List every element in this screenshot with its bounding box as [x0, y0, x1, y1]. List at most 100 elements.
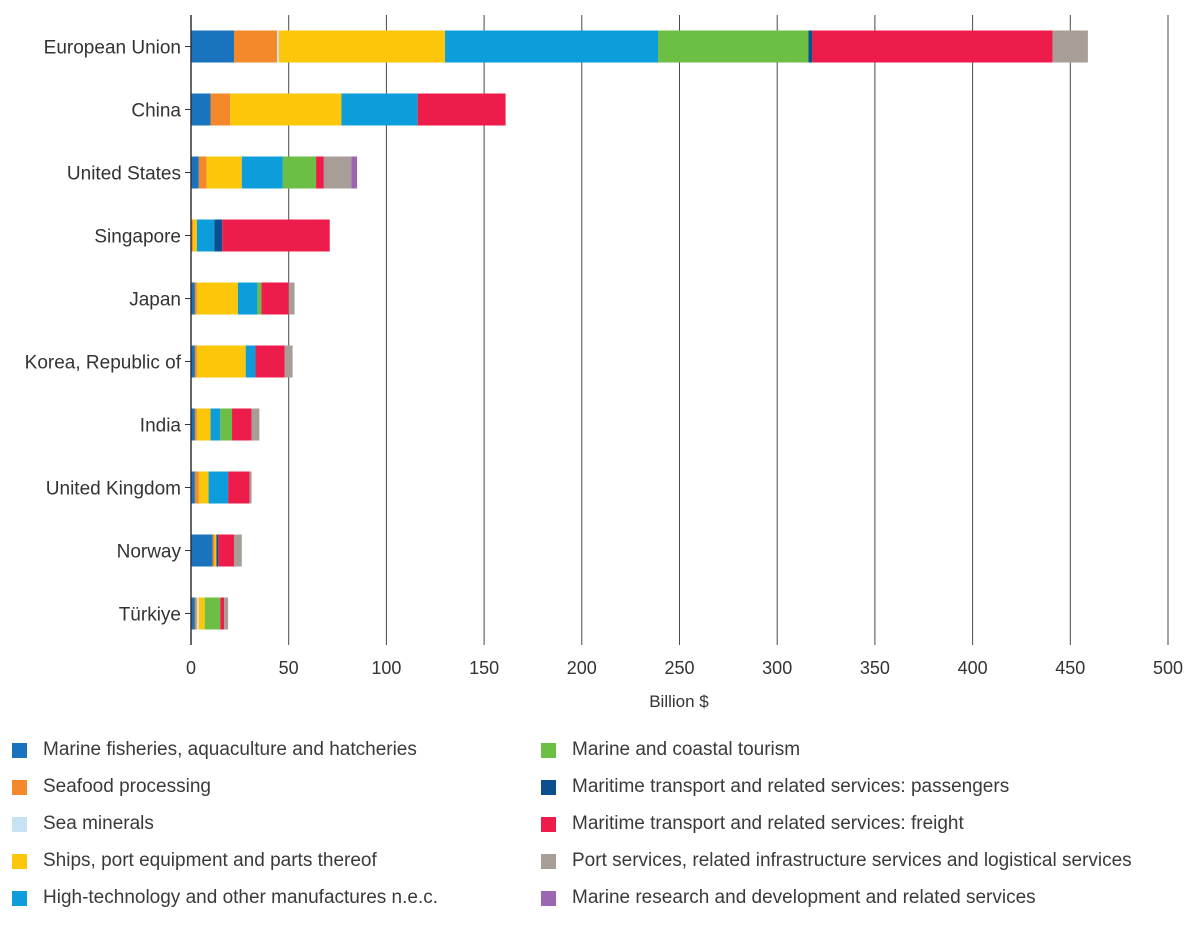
bar-segment	[1052, 30, 1088, 63]
bar-segment	[194, 597, 197, 630]
legend-item: Ships, port equipment and parts thereof	[12, 850, 377, 872]
bar-segment	[224, 597, 229, 630]
bar-segment	[191, 534, 213, 567]
legend-swatch	[12, 816, 27, 832]
bar-segment	[192, 219, 197, 252]
legend-label: Marine fisheries, aquaculture and hatche…	[43, 739, 417, 760]
legend-item: Port services, related infrastructure se…	[541, 850, 1132, 872]
bar-segment	[237, 282, 258, 315]
legend-item: Marine fisheries, aquaculture and hatche…	[12, 739, 417, 761]
x-tick-label: 150	[469, 658, 499, 678]
bar-segment	[210, 93, 231, 126]
legend-swatch	[541, 816, 556, 832]
legend-item: Maritime transport and related services:…	[541, 813, 964, 835]
bar-segment	[214, 219, 223, 252]
bar-segment	[241, 156, 283, 189]
legend-label: Sea minerals	[43, 813, 154, 834]
bar-segment	[808, 30, 813, 63]
x-tick-label: 0	[186, 658, 196, 678]
bar-segment	[191, 471, 195, 504]
bar-segment	[245, 345, 256, 378]
legend-label: Marine research and development and rela…	[572, 887, 1036, 908]
bar-segment	[257, 282, 262, 315]
bar-segment	[278, 30, 446, 63]
bar-segment	[204, 597, 221, 630]
bar-segment	[196, 597, 199, 630]
y-tick-label: Norway	[117, 542, 182, 563]
legend-item: Maritime transport and related services:…	[541, 776, 1009, 798]
bar-segment	[191, 219, 193, 252]
bar-segment	[220, 408, 233, 441]
legend-swatch	[541, 742, 556, 758]
bar-segment	[222, 219, 330, 252]
bar-segment	[216, 534, 219, 567]
y-tick-label: China	[131, 101, 181, 122]
legend-swatch	[541, 779, 556, 795]
legend-swatch	[12, 853, 27, 869]
legend-swatch	[12, 742, 27, 758]
y-tick-label: European Union	[44, 38, 181, 59]
bar-segment	[194, 408, 197, 441]
bar-segment	[282, 156, 317, 189]
x-tick-label: 100	[371, 658, 401, 678]
legend-label: High-technology and other manufactures n…	[43, 887, 439, 908]
bars	[191, 30, 1088, 630]
bar-segment	[206, 156, 242, 189]
bar-segment	[191, 597, 195, 630]
stacked-bar-chart: 0 50 100 150 200 250 300 350 400 450 500 European U…	[25, 15, 1183, 711]
legend-item: High-technology and other manufactures n…	[12, 887, 438, 909]
bar-segment	[194, 345, 197, 378]
bar-segment	[196, 345, 246, 378]
legend-label: Marine and coastal tourism	[572, 739, 801, 760]
bar-segment	[288, 282, 295, 315]
bar-segment	[191, 408, 195, 441]
bar-segment	[212, 534, 215, 567]
x-tick-label: 450	[1055, 658, 1085, 678]
bar-segment	[341, 93, 418, 126]
legend-item: Marine and coastal tourism	[541, 739, 800, 761]
bar-segment	[191, 93, 211, 126]
bar-segment	[198, 597, 205, 630]
legend-swatch	[541, 853, 556, 869]
bar-segment	[233, 30, 277, 63]
bar-segment	[196, 282, 238, 315]
bar-segment	[191, 282, 195, 315]
x-tick-label: 500	[1153, 658, 1183, 678]
bar-segment	[218, 534, 234, 567]
bar-segment	[228, 471, 250, 504]
bar-segment	[214, 534, 217, 567]
bar-segment	[208, 471, 229, 504]
legend-swatch	[12, 779, 27, 795]
legend-label: Ships, port equipment and parts thereof	[43, 850, 377, 871]
legend: Marine fisheries, aquaculture and hatche…	[0, 736, 1187, 929]
bar-segment	[249, 471, 252, 504]
y-tick-label: Türkiye	[119, 605, 181, 626]
bar-segment	[351, 156, 358, 189]
bar-segment	[445, 30, 659, 63]
x-tick-label: 200	[567, 658, 597, 678]
bar-segment	[316, 156, 324, 189]
axes: 0 50 100 150 200 250 300 350 400 450 500 European U…	[25, 15, 1183, 678]
y-tick-label: Korea, Republic of	[25, 353, 182, 374]
x-tick-label: 400	[958, 658, 988, 678]
x-axis-label: Billion $	[649, 692, 709, 711]
bar-segment	[220, 597, 225, 630]
y-tick-label: Japan	[129, 290, 181, 311]
y-tick-label: India	[140, 416, 182, 437]
bar-segment	[255, 345, 285, 378]
bar-segment	[198, 471, 209, 504]
x-tick-label: 350	[860, 658, 890, 678]
bar-segment	[417, 93, 506, 126]
x-tick-label: 300	[762, 658, 792, 678]
bar-segment	[230, 93, 342, 126]
bar-segment	[284, 345, 293, 378]
bar-segment	[191, 345, 195, 378]
legend-item: Seafood processing	[12, 776, 211, 798]
bar-segment	[210, 408, 221, 441]
bar-segment	[812, 30, 1053, 63]
bar-segment	[323, 156, 352, 189]
legend-label: Seafood processing	[43, 776, 211, 797]
bar-segment	[196, 219, 215, 252]
legend-swatch	[12, 890, 27, 906]
bar-segment	[276, 30, 279, 63]
